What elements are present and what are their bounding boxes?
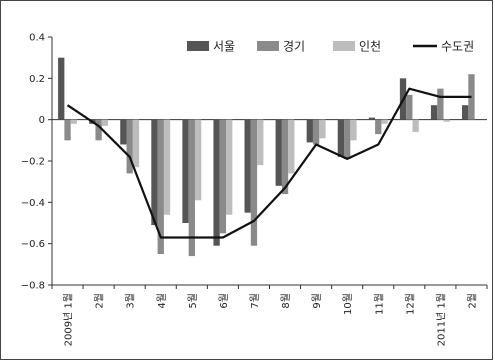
bar [163,119,171,215]
bar [368,117,376,120]
x-tick-label: 4월 [156,293,168,309]
x-tick-label: 2009년 1월 [63,293,75,346]
x-tick-label: 2월 [94,293,106,309]
bar [157,119,164,255]
bar [188,119,195,257]
bar [437,88,444,120]
bar [319,119,326,139]
x-tick-label: 12월 [404,293,416,315]
bar [213,119,220,246]
y-tick-label: 0 [39,115,45,126]
x-tick-label: 2월 [466,293,478,309]
bar [58,57,65,120]
bar [244,119,251,213]
chart-bars [58,57,475,257]
bar [132,119,140,168]
legend-swatch [257,41,279,51]
x-tick-label: 5월 [187,293,199,309]
bar [194,119,202,201]
legend: 서울 경기 인천 수도권 [187,39,474,54]
chart-axes [48,36,488,289]
legend-swatch [333,41,355,51]
legend-swatch [187,41,209,51]
bar [281,119,289,195]
bar [95,119,102,141]
y-tick-label: −0.4 [21,198,45,209]
y-tick-label: −0.6 [21,239,45,250]
x-tick-label: 8월 [280,293,292,309]
y-tick-label: −0.2 [21,157,45,168]
bar [306,119,313,143]
bar [182,119,189,223]
legend-label: 인천 [359,39,381,54]
bar [101,119,109,126]
bar [430,105,438,120]
y-tick-labels: 0.4 0.2 0 −0.2 −0.4 −0.6 −0.8 [21,33,45,292]
bar [375,119,382,135]
bar [275,119,282,186]
bar [64,119,71,141]
bar [70,119,77,124]
bar [257,119,264,166]
bar [412,119,419,133]
y-tick-label: 0.4 [29,33,45,44]
bar [337,119,345,157]
y-tick-label: −0.8 [21,281,45,292]
bar [350,119,357,141]
legend-label: 경기 [283,40,305,54]
bar [219,119,227,234]
series-line [66,87,472,239]
legend-label: 수도권 [441,40,474,54]
x-tick-label: 9월 [311,293,323,309]
y-tick-label: 0.2 [29,74,45,85]
bar [443,119,450,122]
bar [250,119,258,246]
bar [406,94,413,120]
bar [381,119,388,124]
chart-lines [66,87,472,239]
bar [312,119,320,145]
x-tick-label: 7월 [249,293,261,309]
x-tick-label: 10월 [342,293,354,315]
bar [462,105,469,120]
x-tick-label: 11월 [373,293,385,315]
x-tick-labels: 2009년 1월 2월 3월 4월 5월 6월 7월 8월 9월 10월 11월 12월 2011년 1… [63,293,479,346]
x-tick-label: 2011년 1월 [435,293,447,346]
bar [288,119,295,174]
x-tick-label: 3월 [125,293,137,309]
bar [151,119,158,226]
legend-label: 서울 [213,40,235,54]
bar [226,119,233,215]
bar [120,119,127,145]
bar [344,119,351,159]
bar [126,119,133,174]
x-tick-label: 6월 [218,293,230,309]
